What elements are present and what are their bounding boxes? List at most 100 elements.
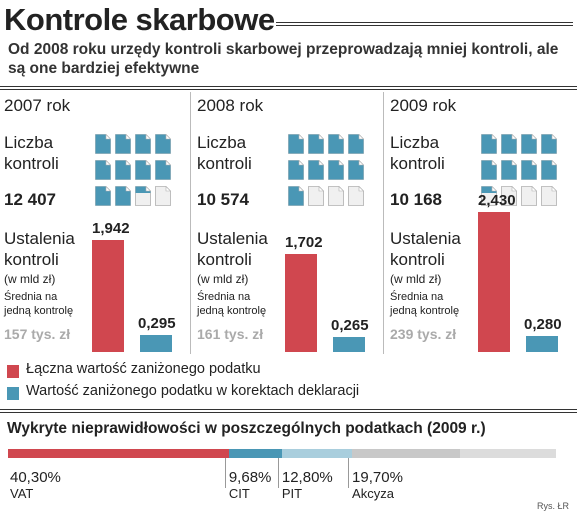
bar-total-label: 1,702 [285, 233, 323, 251]
count-label: kontroli [390, 154, 445, 173]
document-icon [135, 133, 152, 154]
avg-label-line: Średnia na [4, 291, 58, 303]
document-icon [541, 159, 558, 180]
document-icon [308, 185, 325, 206]
document-icon [95, 185, 112, 206]
document-icon [115, 185, 132, 206]
document-icon [155, 133, 172, 154]
avg-label-line: Średnia na [390, 291, 444, 303]
credit: Rys. ŁR [536, 501, 569, 511]
document-icon [115, 159, 132, 180]
column-separator [190, 92, 191, 354]
breakdown-segment-akcyza [352, 449, 460, 458]
year-label: 2007 rok [4, 96, 71, 115]
middle-rule [0, 409, 577, 413]
document-icon [521, 159, 538, 180]
top-rule [0, 86, 577, 90]
document-icon [328, 185, 345, 206]
year-column-2009: 2009 rok Liczba kontroli 10 168 Ustaleni… [386, 90, 577, 358]
document-icon [481, 185, 498, 206]
column-separator [383, 92, 384, 354]
avg-label-line: Średnia na [197, 291, 251, 303]
document-icon [155, 159, 172, 180]
breakdown-value-vat: 40,30% [10, 469, 61, 486]
legend-total: Łączna wartość zaniżonego podatku [26, 361, 261, 377]
breakdown-name-cit: CIT [228, 486, 250, 501]
document-icon [481, 133, 498, 154]
count-label: Liczba [390, 133, 440, 152]
avg-label-line: jedną kontrolę [197, 305, 267, 317]
bar-corrections-label: 0,295 [138, 315, 176, 332]
document-icon [521, 185, 538, 206]
breakdown-segment-vat [8, 449, 229, 458]
breakdown-value-pit: 12,80% [281, 469, 333, 486]
avg-value: 239 tys. zł [390, 326, 457, 342]
findings-unit: (w mld zł) [390, 272, 442, 286]
document-icon [481, 159, 498, 180]
count-label: Liczba [197, 133, 247, 152]
avg-label: Średnia na jedną kontrolę [390, 290, 459, 318]
breakdown-title: Wykryte nieprawidłowości w poszczególnyc… [7, 420, 486, 437]
findings-unit: (w mld zł) [4, 272, 56, 286]
legend-corrections: Wartość zaniżonego podatku w korektach d… [26, 383, 360, 399]
document-icon [348, 133, 365, 154]
document-icon [288, 185, 305, 206]
findings-label: kontroli [390, 250, 445, 269]
document-icon [308, 133, 325, 154]
avg-label-line: jedną kontrolę [390, 305, 460, 317]
breakdown-value-cit: 9,68% [228, 469, 272, 486]
document-icon [288, 159, 305, 180]
breakdown-tick [348, 458, 350, 488]
document-icons [95, 133, 173, 210]
breakdown-value-akcyza: 19,70% [352, 469, 403, 486]
avg-value: 157 tys. zł [4, 326, 71, 342]
bar-corrections [140, 335, 172, 352]
findings-label: kontroli [197, 250, 252, 269]
bar-corrections-label: 0,280 [524, 315, 562, 333]
breakdown-tick [224, 458, 226, 488]
count-label: kontroli [197, 154, 252, 173]
bar-total [285, 253, 317, 352]
count-label: Liczba [4, 133, 54, 152]
document-icon [308, 159, 325, 180]
document-icon [328, 133, 345, 154]
findings-label: Ustalenia [390, 229, 461, 248]
document-icon [501, 133, 518, 154]
document-icon [115, 133, 132, 154]
count-value: 12 407 [4, 190, 56, 209]
bar-total [478, 212, 510, 352]
avg-value: 161 tys. zł [197, 326, 264, 342]
avg-label: Średnia na jedną kontrolę [4, 290, 73, 318]
title-rule [276, 22, 573, 26]
year-label: 2009 rok [390, 96, 457, 115]
bar-total-label: 2,430 [478, 192, 516, 209]
document-icon [328, 159, 345, 180]
breakdown-segment-cit [228, 449, 282, 458]
breakdown-tick [277, 458, 279, 488]
document-icon [541, 185, 558, 206]
bar-total-label: 1,942 [92, 220, 130, 238]
findings-label: Ustalenia [4, 229, 75, 248]
legend-swatch-corrections [7, 387, 19, 400]
document-icon [288, 133, 305, 154]
year-column-2007: 2007 rok Liczba kontroli 12 407 Ustaleni… [0, 90, 190, 358]
page-title: Kontrole skarbowe [4, 2, 275, 37]
legend-swatch-total [7, 365, 19, 378]
findings-label: kontroli [4, 250, 59, 269]
document-icon [135, 185, 152, 206]
count-label: kontroli [4, 154, 59, 173]
breakdown-segment-pit [281, 449, 353, 458]
bar-corrections-label: 0,265 [331, 316, 369, 334]
document-icon [95, 133, 112, 154]
document-icon [521, 133, 538, 154]
breakdown-name-akcyza: Akcyza [352, 486, 394, 501]
document-icons [481, 133, 559, 210]
title-row: Kontrole skarbowe [4, 2, 573, 38]
year-label: 2008 rok [197, 96, 264, 115]
document-icon [348, 185, 365, 206]
count-value: 10 168 [390, 190, 442, 209]
avg-label: Średnia na jedną kontrolę [197, 290, 266, 318]
document-icon [155, 185, 172, 206]
findings-label: Ustalenia [197, 229, 268, 248]
document-icon [95, 159, 112, 180]
